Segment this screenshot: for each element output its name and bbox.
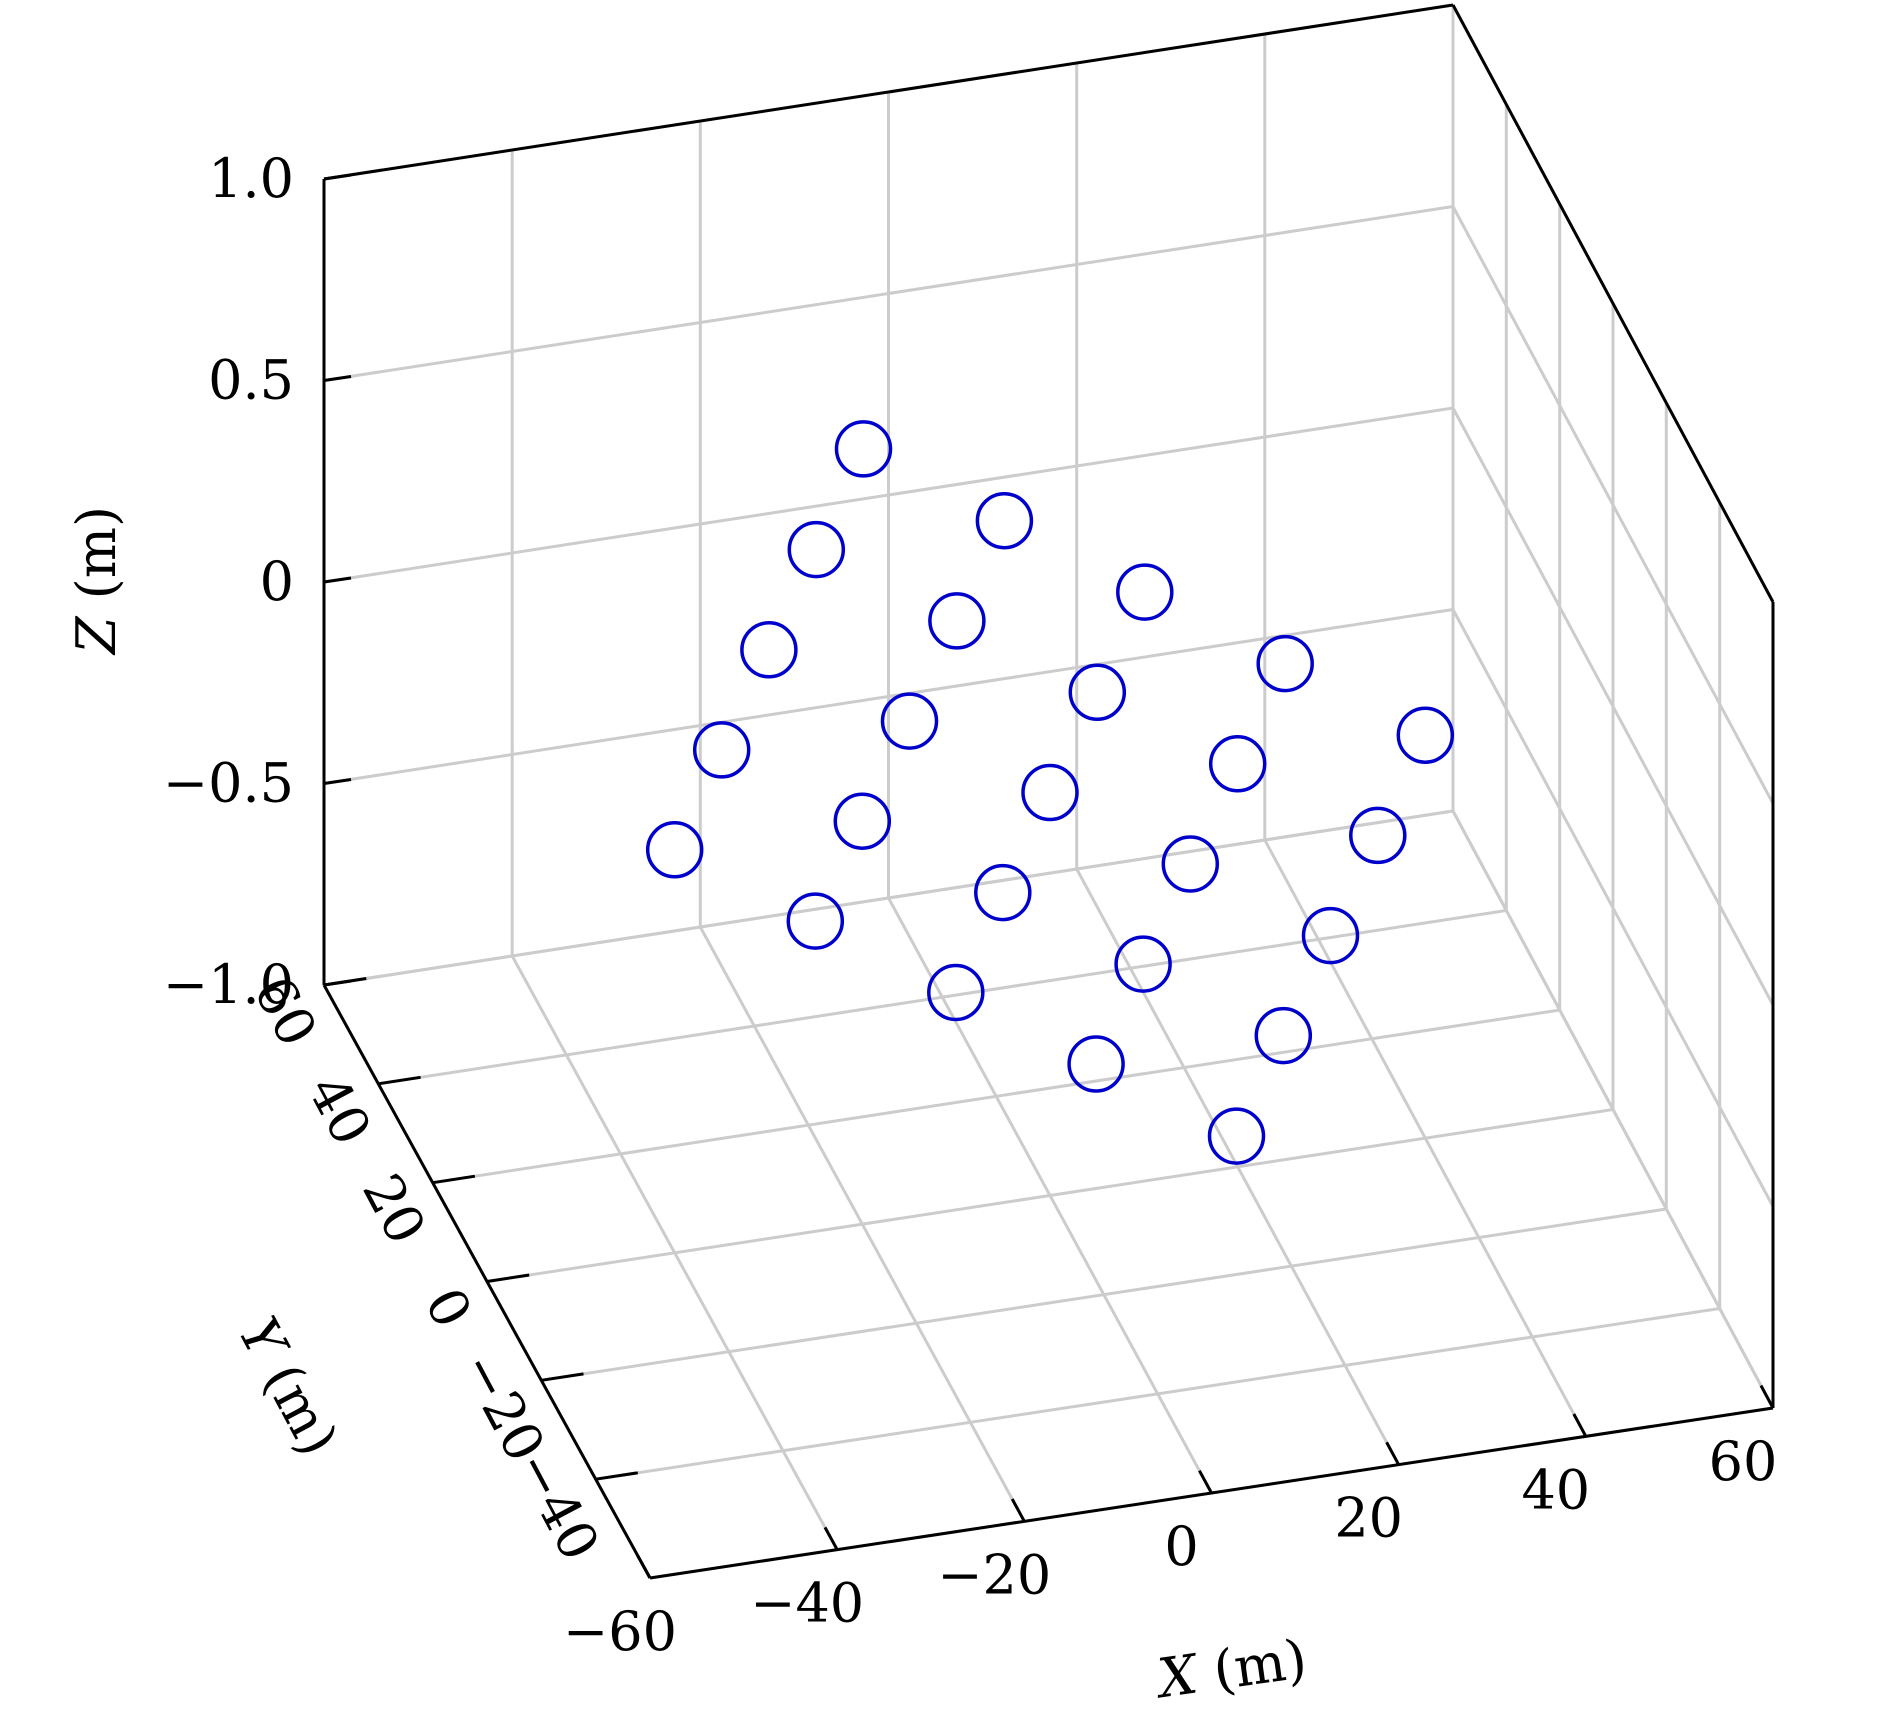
data-point [1116,563,1174,621]
data-point [880,692,939,750]
floor-grid-line-y [378,909,1507,1086]
z-tick-label: 1.0 [208,147,294,210]
x-axis-label: X (m) [1150,1627,1310,1711]
data-point [1254,1006,1313,1065]
right-wall-grid-horizontal [1451,810,1775,1409]
y-tick-mark [595,1471,639,1481]
data-point [1114,935,1172,993]
tick-labels: −60 −40 −20 0 20 40 60−40−200204060−1.0−0.500.… [163,147,1777,1663]
z-tick-label: 0.5 [208,349,294,412]
y-tick-mark [486,1273,530,1283]
data-point [1349,806,1407,865]
x-tick-mark [1010,1498,1026,1523]
back-wall-grid-horizontal [323,205,1454,382]
floor-grid-line-y [432,1008,1560,1185]
z-tick-label: −0.5 [163,752,294,815]
back-wall-grid-horizontal [323,406,1454,584]
floor-grid-line-y [486,1108,1614,1283]
z-tick-mark [323,979,352,987]
x-tick-mark [1759,1384,1775,1409]
data-points [645,420,1455,1165]
data-point [1068,663,1127,722]
data-point [834,420,893,478]
data-point [928,592,986,650]
z-tick-mark [323,576,352,584]
x-tick-label: −60 [563,1600,677,1663]
z-axis-label: Z (m) [65,506,128,656]
x-tick-label: 40 [1521,1458,1590,1521]
tick-marks [323,173,1775,1579]
data-point [740,621,798,679]
data-point [975,491,1034,550]
x-tick-mark [823,1526,839,1551]
y-axis-label: Y (m) [226,1307,350,1466]
top-back-edge [323,3,1454,181]
z-tick-label: −1.0 [163,953,294,1016]
back-wall-grid-horizontal [323,608,1454,785]
data-point [974,863,1032,922]
axes-frame [322,3,1775,1580]
data-point [1067,1035,1125,1093]
right-wall-grid-horizontal [1451,407,1775,1006]
data-point [927,963,985,1022]
data-point [645,821,704,879]
right-wall-grid-horizontal [1451,205,1775,805]
grid-lines [322,3,1775,1580]
data-point [1021,763,1079,822]
floor-grid-line-y [595,1307,1720,1481]
data-point [692,721,751,779]
data-point [787,520,846,579]
top-right-edge [1451,4,1775,603]
y-tick-label: 20 [350,1164,438,1254]
x-tick-label: 60 [1709,1430,1778,1493]
z-tick-mark [323,375,352,382]
x-tick-mark [636,1555,652,1579]
z-tick-mark [323,173,352,181]
x-tick-mark [1385,1441,1401,1466]
y-tick-label: 40 [296,1065,384,1155]
y-tick-mark [378,1075,421,1086]
x-tick-label: −20 [937,1543,1051,1606]
back-wall-grid-horizontal [323,809,1454,987]
y-tick-label: 0 [412,1278,484,1338]
right-wall-grid-horizontal [1451,608,1775,1208]
z-tick-label: 0 [260,550,294,613]
data-point [1301,906,1360,965]
x-tick-label: 0 [1164,1515,1198,1578]
data-point [1208,735,1267,793]
x-tick-mark [1198,1469,1213,1494]
data-point [1207,1107,1266,1165]
z-tick-mark [323,778,352,785]
y-tick-mark [541,1372,584,1382]
x-tick-label: −40 [750,1572,864,1635]
x-tick-label: 20 [1334,1487,1403,1550]
floor-grid-line-y [541,1207,1667,1382]
data-point [786,892,845,950]
x-tick-mark [1572,1413,1588,1438]
data-point [1256,634,1314,693]
data-point [1161,835,1220,893]
data-point [833,792,892,850]
data-point [1396,706,1455,764]
y-tick-mark [432,1174,476,1185]
